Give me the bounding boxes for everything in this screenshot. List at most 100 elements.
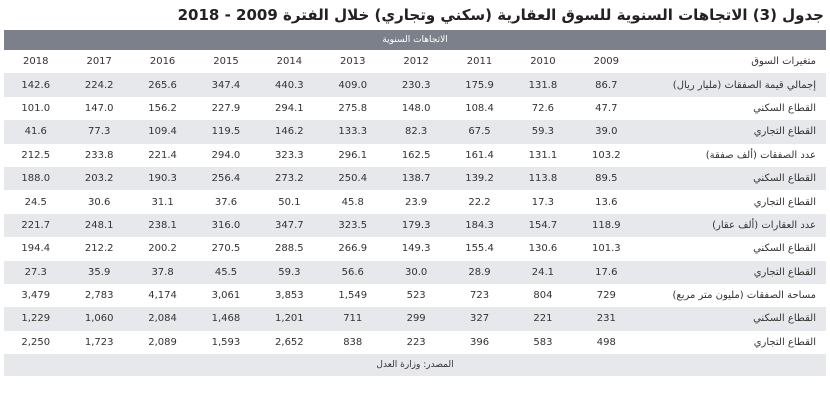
value-cell: 45.8 <box>341 196 364 208</box>
value-cell: 266.9 <box>338 243 368 255</box>
row-label-cell: القطاع التجاري <box>638 260 826 284</box>
table-row: القطاع التجاري 17.6 24.1 28.9 30.0 56.6 59.3 45… <box>4 260 826 284</box>
table-row: القطاع التجاري 498 583 396 223 838 2,652 1,593 2… <box>4 331 826 354</box>
table-row: القطاع السكني 47.7 72.6 108.4 148.0 275.8 294.… <box>4 97 826 120</box>
value-cell: 86.7 <box>574 73 638 97</box>
value-cell: 13.6 <box>595 196 618 208</box>
value-cell: 1,468 <box>194 307 258 331</box>
row-label-cell: عدد الصفقات (ألف صفقة) <box>705 149 816 161</box>
header-year-cell: 2010 <box>511 50 575 74</box>
value-cell: 273.2 <box>257 166 322 191</box>
value-cell: 59.3 <box>511 120 575 144</box>
value-cell: 175.9 <box>447 73 512 97</box>
row-label-cell: القطاع التجاري <box>753 336 816 348</box>
value-cell: 162.5 <box>401 149 431 161</box>
value-cell: 498 <box>596 336 616 348</box>
value-cell: 67.5 <box>447 120 512 144</box>
value-cell: 56.6 <box>321 260 385 284</box>
value-cell: 113.8 <box>511 166 575 191</box>
data-table: متغيرات السوق 2009 2010 2011 2012 2013 2… <box>4 50 826 354</box>
value-cell: 28.9 <box>447 260 512 284</box>
value-cell: 299 <box>384 307 448 331</box>
value-cell: 37.8 <box>130 260 195 284</box>
value-cell: 31.1 <box>151 196 174 208</box>
value-cell: 35.9 <box>67 260 131 284</box>
value-cell: 148.0 <box>401 102 431 114</box>
value-cell: 711 <box>321 307 385 331</box>
value-cell: 409.0 <box>321 73 385 97</box>
value-cell: 22.2 <box>468 196 491 208</box>
value-cell: 142.6 <box>4 73 68 97</box>
header-year-cell: 2014 <box>257 50 322 74</box>
value-cell: 1,593 <box>211 336 241 348</box>
header-row: متغيرات السوق 2009 2010 2011 2012 2013 2… <box>4 50 826 74</box>
value-cell: 147.0 <box>84 102 114 114</box>
value-cell: 231 <box>574 307 638 331</box>
value-cell: 296.1 <box>338 149 368 161</box>
value-cell: 316.0 <box>194 213 258 238</box>
value-cell: 270.5 <box>211 243 241 255</box>
value-cell: 161.4 <box>465 149 494 161</box>
value-cell: 250.4 <box>321 166 385 191</box>
header-year-cell: 2016 <box>130 50 195 74</box>
value-cell: 133.3 <box>321 120 385 144</box>
value-cell: 41.6 <box>4 120 68 144</box>
value-cell: 2,250 <box>21 336 51 348</box>
source-note: المصدر: وزارة العدل <box>4 354 826 377</box>
value-cell: 212.5 <box>21 149 51 161</box>
value-cell: 323.5 <box>321 213 385 238</box>
value-cell: 2,089 <box>148 336 177 348</box>
value-cell: 804 <box>533 290 553 302</box>
value-cell: 184.3 <box>447 213 512 238</box>
value-cell: 30.0 <box>384 260 448 284</box>
value-cell: 179.3 <box>384 213 448 238</box>
value-cell: 221 <box>511 307 575 331</box>
value-cell: 188.0 <box>4 166 68 191</box>
value-cell: 2,783 <box>84 290 114 302</box>
value-cell: 17.3 <box>531 196 555 208</box>
value-cell: 729 <box>596 290 616 302</box>
value-cell: 440.3 <box>257 73 322 97</box>
value-cell: 1,549 <box>338 290 368 302</box>
value-cell: 24.1 <box>511 260 575 284</box>
value-cell: 17.6 <box>574 260 638 284</box>
value-cell: 256.4 <box>194 166 258 191</box>
value-cell: 50.1 <box>278 196 301 208</box>
table-row: إجمالي قيمة الصفقات (مليار ريال) 86.7 131.… <box>4 73 826 97</box>
value-cell: 89.5 <box>574 166 638 191</box>
header-label-cell: متغيرات السوق <box>638 50 826 74</box>
row-label-cell: عدد العقارات (ألف عقار) <box>638 213 826 238</box>
header-year-cell: 2012 <box>384 50 448 74</box>
table-body: متغيرات السوق 2009 2010 2011 2012 2013 2… <box>4 50 826 354</box>
table-row: عدد العقارات (ألف عقار) 118.9 154.7 184.3 17… <box>4 213 826 238</box>
value-cell: 1,723 <box>84 336 114 348</box>
value-cell: 723 <box>469 290 490 302</box>
value-cell: 230.3 <box>384 73 448 97</box>
row-label-cell: القطاع التجاري <box>638 120 826 144</box>
row-label-cell: القطاع السكني <box>753 102 816 114</box>
value-cell: 221.7 <box>4 213 68 238</box>
value-cell: 224.2 <box>67 73 131 97</box>
value-cell: 2,084 <box>130 307 195 331</box>
row-label-cell: القطاع التجاري <box>753 196 816 208</box>
value-cell: 221.4 <box>148 149 177 161</box>
header-year-cell: 2015 <box>194 50 258 74</box>
value-cell: 118.9 <box>574 213 638 238</box>
value-cell: 294.1 <box>275 102 304 114</box>
value-cell: 72.6 <box>531 102 555 114</box>
value-cell: 30.6 <box>88 196 111 208</box>
value-cell: 288.5 <box>275 243 304 255</box>
value-cell: 190.3 <box>130 166 195 191</box>
value-cell: 233.8 <box>84 149 114 161</box>
value-cell: 275.8 <box>338 102 368 114</box>
value-cell: 24.5 <box>24 196 47 208</box>
table-row: القطاع التجاري 13.6 17.3 22.2 23.9 45.8 50.1 37… <box>4 190 826 213</box>
header-year-cell: 2013 <box>321 50 385 74</box>
value-cell: 294.0 <box>211 149 241 161</box>
value-cell: 101.0 <box>21 102 51 114</box>
value-cell: 3,853 <box>275 290 304 302</box>
value-cell: 223 <box>406 336 426 348</box>
value-cell: 155.4 <box>465 243 494 255</box>
value-cell: 45.5 <box>194 260 258 284</box>
value-cell: 3,061 <box>211 290 241 302</box>
